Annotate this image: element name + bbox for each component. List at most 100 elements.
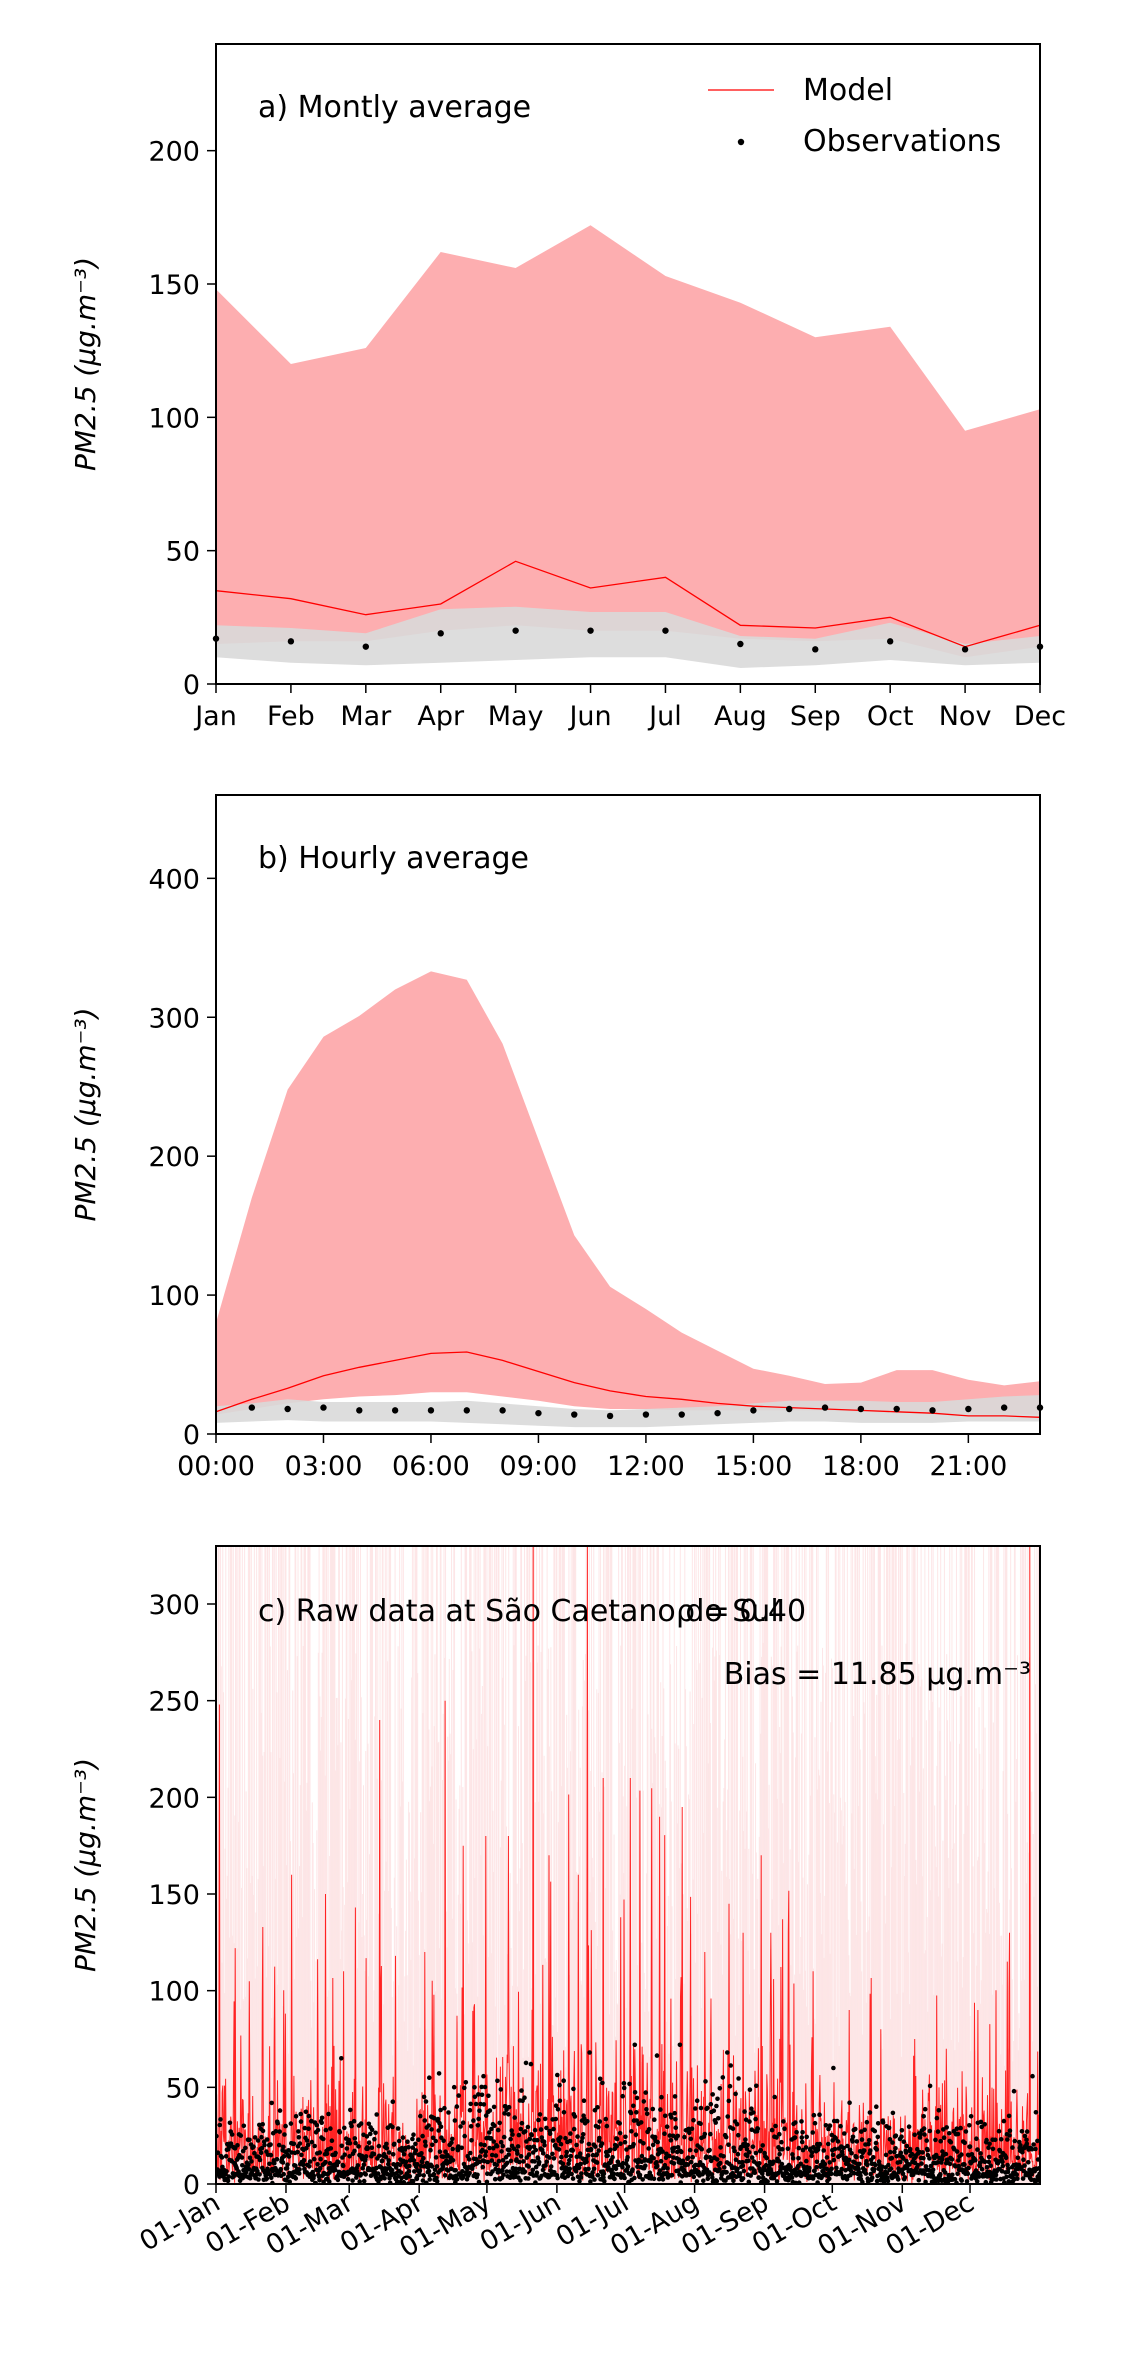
observation-point: [243, 2145, 248, 2151]
observation-point: [857, 2161, 862, 2167]
observation-point: [249, 2159, 254, 2164]
observation-point: [710, 2175, 715, 2180]
observation-point: [405, 2139, 410, 2144]
observation-point: [601, 2175, 606, 2180]
observation-point: [752, 2170, 758, 2175]
observation-point: [726, 2142, 731, 2147]
observation-point: [492, 2123, 497, 2128]
observation-point: [929, 1407, 936, 1414]
observation-point: [611, 2171, 616, 2176]
observation-point: [499, 2149, 504, 2154]
observation-point: [512, 627, 519, 634]
observation-point: [247, 2155, 253, 2161]
observation-point: [614, 2136, 620, 2142]
observation-point: [517, 2166, 522, 2172]
observation-point: [637, 2172, 643, 2178]
observation-point: [564, 2149, 569, 2155]
observation-point: [895, 2177, 901, 2182]
observation-point: [296, 2135, 302, 2140]
observation-point: [489, 2126, 494, 2132]
observation-point: [605, 2153, 610, 2158]
observation-point: [921, 2126, 927, 2131]
observation-point: [1005, 2169, 1011, 2175]
y-tick-label: 0: [183, 1420, 200, 1451]
observation-point: [284, 1405, 291, 1413]
observation-point: [462, 2085, 467, 2091]
observation-point: [264, 2176, 270, 2181]
observation-point: [466, 2157, 472, 2162]
observation-point: [779, 2161, 785, 2167]
observation-point: [885, 2178, 891, 2184]
observation-point: [998, 2137, 1004, 2142]
observation-point: [875, 2134, 881, 2140]
observation-point: [235, 2143, 240, 2148]
observation-point: [496, 2158, 502, 2164]
observation-point: [504, 2160, 510, 2166]
observation-point: [714, 2157, 720, 2162]
observation-point: [612, 2176, 617, 2182]
observation-point: [360, 2165, 366, 2171]
observation-point: [577, 2151, 583, 2156]
observation-point: [741, 2168, 747, 2174]
panel-title: b) Hourly average: [258, 841, 529, 876]
observation-point: [639, 2153, 645, 2159]
observation-point: [688, 2136, 694, 2142]
observation-point: [703, 2079, 708, 2084]
observation-point: [988, 2163, 993, 2168]
observation-point: [642, 1411, 650, 1418]
x-tick-label: Jan: [193, 701, 237, 732]
observation-point: [812, 646, 819, 653]
observation-point: [587, 2050, 592, 2055]
observation-point: [216, 2150, 221, 2155]
observation-point: [753, 2116, 758, 2122]
observation-point: [541, 2139, 547, 2144]
observation-point: [646, 2146, 651, 2151]
observation-point: [442, 2173, 448, 2178]
observation-point: [973, 2157, 978, 2163]
observation-point: [541, 2151, 546, 2156]
observation-point: [446, 2110, 451, 2115]
observation-point: [776, 2159, 782, 2164]
observation-point: [839, 2166, 844, 2172]
observation-point: [297, 2167, 302, 2172]
observation-point: [663, 2155, 669, 2160]
observation-point: [515, 2144, 521, 2149]
observation-point: [287, 2179, 293, 2184]
observation-point: [994, 2177, 999, 2182]
observation-point: [272, 2160, 277, 2166]
observation-point: [501, 2172, 506, 2177]
observation-point: [588, 2146, 594, 2152]
observation-point: [571, 2126, 577, 2132]
observation-point: [708, 2131, 713, 2137]
observation-point: [369, 2145, 375, 2150]
observation-point: [1000, 2159, 1005, 2165]
observation-point: [479, 2084, 484, 2090]
observation-point: [433, 2155, 439, 2160]
observation-point: [682, 2134, 687, 2140]
observation-point: [772, 2094, 777, 2100]
observation-point: [927, 2083, 933, 2089]
observation-point: [643, 2163, 648, 2168]
observation-point: [483, 2149, 489, 2154]
observation-point: [834, 2165, 839, 2171]
observation-point: [246, 2167, 252, 2172]
observation-point: [374, 2112, 380, 2117]
observation-point: [756, 2175, 762, 2180]
observation-point: [427, 1407, 435, 1414]
observation-point: [411, 2132, 416, 2137]
x-tick-label: 06:00: [392, 1451, 470, 1482]
observation-point: [609, 2167, 615, 2173]
observation-point: [869, 2175, 875, 2181]
observation-point: [750, 1407, 757, 1414]
observation-point: [817, 2112, 822, 2117]
observation-point: [522, 2169, 528, 2174]
observation-point: [586, 2141, 592, 2147]
observation-point: [907, 2146, 913, 2152]
observation-point: [454, 2176, 460, 2182]
observation-point: [956, 2163, 961, 2169]
observation-point: [660, 2177, 666, 2182]
observation-point: [449, 2140, 454, 2145]
observation-point: [268, 2142, 273, 2147]
observation-point: [628, 2172, 633, 2177]
observation-point: [740, 2159, 745, 2165]
